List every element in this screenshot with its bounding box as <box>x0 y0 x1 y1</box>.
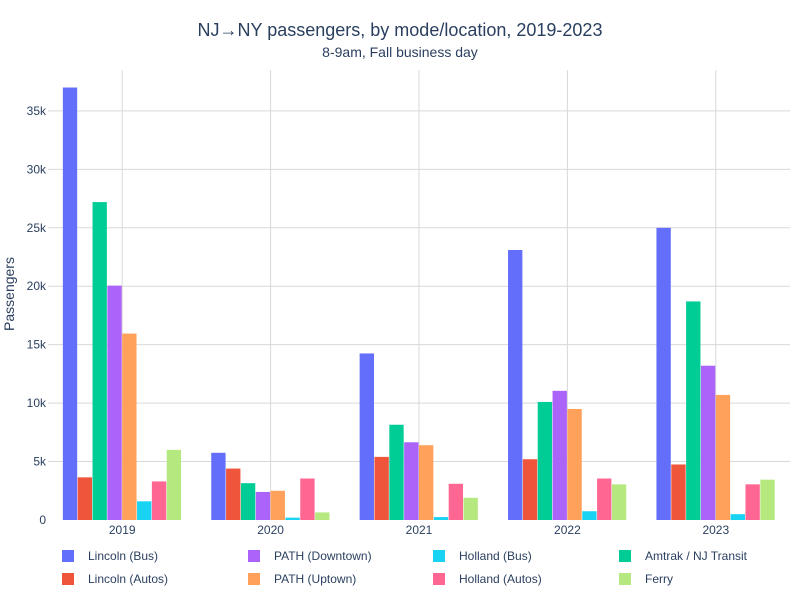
y-tick-label: 25k <box>27 221 47 235</box>
bar[interactable]: PATH (Downtown) 2022: 11050 <box>552 390 567 520</box>
x-tick-label: 2019 <box>109 523 136 537</box>
bar[interactable]: Holland (Bus) 2022: 750 <box>582 511 597 520</box>
x-tick-label: 2020 <box>257 523 284 537</box>
legend-swatch <box>433 573 445 585</box>
legend-swatch <box>619 550 631 562</box>
bar[interactable]: Holland (Autos) 2020: 3550 <box>300 478 315 520</box>
legend-swatch <box>248 550 260 562</box>
legend-label: Lincoln (Autos) <box>88 572 168 586</box>
bar[interactable]: PATH (Downtown) 2023: 13200 <box>700 365 716 520</box>
bar[interactable]: Lincoln (Autos) 2021: 5400 <box>374 456 389 520</box>
bar[interactable]: Lincoln (Autos) 2022: 5200 <box>522 459 538 520</box>
bar[interactable]: Lincoln (Bus) 2020: 5750 <box>211 452 226 520</box>
bar[interactable]: Lincoln (Autos) 2023: 4750 <box>671 464 686 520</box>
chart-subtitle: 8-9am, Fall business day <box>322 44 478 60</box>
legend-item[interactable]: Ferry <box>619 572 673 586</box>
bar[interactable]: PATH (Uptown) 2022: 9500 <box>567 408 582 520</box>
bar[interactable]: Holland (Autos) 2021: 3100 <box>448 483 464 520</box>
y-tick-label: 20k <box>27 279 47 293</box>
bar[interactable]: Ferry 2020: 650 <box>315 512 330 520</box>
legend-item[interactable]: Lincoln (Autos) <box>62 572 168 586</box>
bar[interactable]: PATH (Uptown) 2023: 10700 <box>715 394 731 520</box>
y-tick-label: 30k <box>27 162 47 176</box>
bar[interactable]: PATH (Downtown) 2020: 2400 <box>255 491 271 520</box>
bar[interactable]: Lincoln (Autos) 2019: 3650 <box>77 477 93 520</box>
legend-item[interactable]: PATH (Uptown) <box>248 572 356 586</box>
bar[interactable]: Ferry 2023: 3450 <box>760 479 775 520</box>
bars: Lincoln (Bus) 2019: 37000 Lincoln (Bus) 2… <box>62 87 775 521</box>
bar[interactable]: Amtrak / NJ Transit 2023: 18700 <box>686 301 701 520</box>
bar[interactable]: Lincoln (Autos) 2020: 4400 <box>226 468 241 520</box>
bar[interactable]: PATH (Uptown) 2021: 6400 <box>419 445 434 520</box>
bar[interactable]: Holland (Bus) 2019: 1600 <box>137 501 152 520</box>
bar[interactable]: Ferry 2022: 3050 <box>611 484 627 520</box>
bar[interactable]: PATH (Uptown) 2019: 15950 <box>122 333 137 520</box>
bar[interactable]: Amtrak / NJ Transit 2022: 10100 <box>537 401 553 520</box>
legend-label: PATH (Downtown) <box>274 549 372 563</box>
chart-title: NJ→NY passengers, by mode/location, 2019… <box>198 20 603 40</box>
y-axis-label: Passengers <box>1 257 17 331</box>
legend-swatch <box>433 550 445 562</box>
bar[interactable]: Amtrak / NJ Transit 2021: 8150 <box>389 424 404 520</box>
y-tick-label: 35k <box>27 104 47 118</box>
x-tick-label: 2023 <box>702 523 729 537</box>
bar[interactable]: Holland (Autos) 2023: 3050 <box>745 484 760 520</box>
bar[interactable]: Holland (Bus) 2021: 250 <box>433 517 449 520</box>
legend-item[interactable]: Lincoln (Bus) <box>62 549 158 563</box>
legend-label: Holland (Bus) <box>459 549 532 563</box>
legend-label: Amtrak / NJ Transit <box>645 549 748 563</box>
legend-swatch <box>248 573 260 585</box>
y-tick-label: 5k <box>33 455 47 469</box>
legend-swatch <box>62 550 74 562</box>
bar[interactable]: PATH (Uptown) 2020: 2500 <box>270 490 285 520</box>
bar[interactable]: Lincoln (Bus) 2022: 23100 <box>508 250 523 520</box>
x-tick-label: 2021 <box>406 523 433 537</box>
legend-swatch <box>619 573 631 585</box>
bar[interactable]: Holland (Autos) 2019: 3300 <box>151 481 167 520</box>
legend-swatch <box>62 573 74 585</box>
y-tick-label: 0 <box>39 513 46 527</box>
legend-label: Holland (Autos) <box>459 572 542 586</box>
bar[interactable]: Lincoln (Bus) 2023: 25000 <box>656 227 671 521</box>
legend[interactable]: Lincoln (Bus) Lincoln (Autos) PATH (Downto… <box>62 549 748 586</box>
y-tick-label: 15k <box>27 338 47 352</box>
x-tick-label: 2022 <box>554 523 581 537</box>
x-axis-ticks: 2019 2020 2021 2022 2023 <box>109 523 730 537</box>
bar[interactable]: Lincoln (Bus) 2019: 37000 <box>62 87 78 520</box>
legend-item[interactable]: Holland (Autos) <box>433 572 542 586</box>
bar[interactable]: PATH (Downtown) 2019: 20050 <box>107 285 122 520</box>
bar[interactable]: PATH (Downtown) 2021: 6650 <box>404 442 419 520</box>
bar[interactable]: Holland (Bus) 2023: 500 <box>730 514 745 520</box>
bar[interactable]: Lincoln (Bus) 2021: 14250 <box>359 353 374 520</box>
bar[interactable]: Amtrak / NJ Transit 2020: 3150 <box>240 483 256 520</box>
y-tick-label: 10k <box>27 396 47 410</box>
legend-label: Ferry <box>645 572 673 586</box>
legend-label: PATH (Uptown) <box>274 572 356 586</box>
legend-label: Lincoln (Bus) <box>88 549 158 563</box>
y-axis-ticks: 0 5k 10k 15k 20k 25k 30k 35k <box>27 104 47 527</box>
legend-item[interactable]: Amtrak / NJ Transit <box>619 549 748 563</box>
bar[interactable]: Ferry 2021: 1900 <box>463 497 478 520</box>
bar[interactable]: Holland (Bus) 2020: 200 <box>285 517 300 520</box>
bar[interactable]: Amtrak / NJ Transit 2019: 27200 <box>92 202 107 520</box>
legend-item[interactable]: Holland (Bus) <box>433 549 532 563</box>
bar[interactable]: Holland (Autos) 2022: 3550 <box>597 478 612 520</box>
bar[interactable]: Ferry 2019: 6000 <box>166 449 182 520</box>
legend-item[interactable]: PATH (Downtown) <box>248 549 372 563</box>
